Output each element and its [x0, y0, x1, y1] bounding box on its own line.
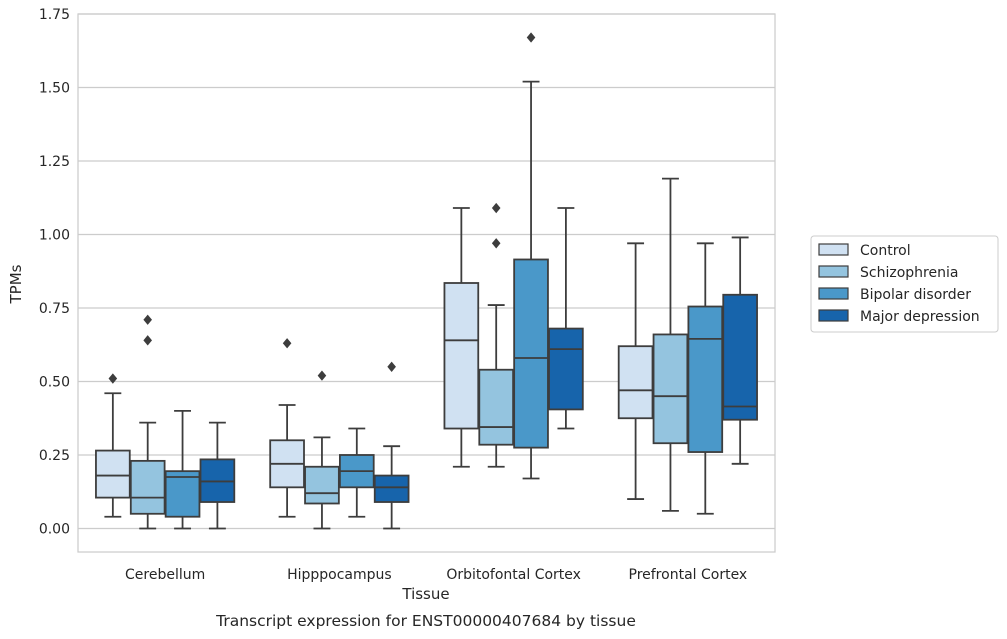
y-tick-label: 0.50 — [39, 374, 70, 390]
y-tick-label: 1.25 — [39, 154, 70, 170]
outlier-point — [317, 370, 327, 381]
x-tick-label: Hipppocampus — [287, 567, 392, 583]
box-schizophrenia — [129, 314, 166, 530]
y-tick-label: 0.25 — [39, 448, 70, 464]
y-tick-label: 1.50 — [39, 80, 70, 96]
box-major-depression — [548, 207, 584, 430]
x-axis-ticks: Cerebellum Hipppocampus Orbitofontal Corte… — [125, 567, 747, 583]
outlier-point — [491, 202, 501, 214]
x-tick-label: Prefrontal Cortex — [629, 567, 748, 583]
y-axis-ticks: 0.00 0.25 0.50 0.75 1.00 1.25 1.50 1.75 — [39, 7, 70, 537]
y-tick-label: 1.00 — [39, 227, 70, 243]
legend-swatch — [818, 243, 849, 256]
legend-label: Schizophrenia — [860, 265, 958, 281]
x-tick-label: Orbitofontal Cortex — [446, 567, 581, 583]
legend-label: Bipolar disorder — [860, 287, 971, 303]
legend-label: Major depression — [860, 309, 980, 325]
outlier-point — [108, 373, 118, 384]
box-iqr — [129, 459, 166, 515]
box-iqr — [373, 474, 410, 503]
outlier-point — [282, 338, 292, 349]
box-control — [617, 242, 654, 500]
legend: Control Schizophrenia Bipolar disorder Majo… — [810, 235, 999, 333]
gridlines — [78, 13, 775, 530]
box-iqr — [164, 470, 201, 518]
box-iqr — [95, 449, 131, 499]
box-major-depression — [722, 236, 758, 465]
outlier-point — [491, 238, 501, 249]
y-tick-label: 1.75 — [39, 7, 70, 23]
x-axis-label: Tissue — [401, 585, 449, 603]
outlier-point — [143, 335, 152, 346]
legend-frame — [810, 235, 999, 333]
plot-frame — [77, 13, 776, 553]
box-iqr — [617, 345, 654, 420]
legend-swatch — [818, 265, 849, 278]
box-iqr — [687, 305, 724, 453]
box-control — [443, 207, 480, 468]
box-iqr — [304, 465, 340, 505]
legend-label: Control — [860, 243, 911, 259]
box-major-depression — [199, 421, 236, 530]
box-iqr — [443, 282, 480, 430]
box-iqr — [652, 333, 689, 445]
box-schizophrenia — [652, 177, 689, 512]
box-control — [95, 373, 131, 518]
box-iqr — [548, 327, 584, 411]
outlier-point — [526, 32, 536, 43]
box-marks — [95, 32, 758, 530]
box-major-depression — [373, 361, 410, 530]
legend-swatch — [818, 309, 849, 322]
outlier-point — [143, 314, 152, 325]
x-tick-label: Cerebellum — [125, 567, 205, 583]
box-schizophrenia — [478, 202, 515, 468]
outlier-point — [387, 361, 396, 372]
box-schizophrenia — [304, 370, 340, 530]
box-iqr — [513, 258, 549, 449]
legend-swatch — [818, 287, 849, 300]
box-bipolar-disorder — [338, 427, 375, 518]
box-control — [269, 338, 305, 518]
box-bipolar-disorder — [164, 409, 201, 530]
box-bipolar-disorder — [687, 242, 724, 515]
box-iqr — [478, 368, 515, 446]
y-axis-label: TPMs — [7, 264, 25, 304]
y-tick-label: 0.75 — [39, 301, 70, 317]
box-bipolar-disorder — [513, 32, 549, 480]
figure-caption: Transcript expression for ENST0000040768… — [215, 612, 636, 630]
y-tick-label: 0.00 — [39, 521, 70, 537]
box-iqr — [722, 293, 758, 421]
